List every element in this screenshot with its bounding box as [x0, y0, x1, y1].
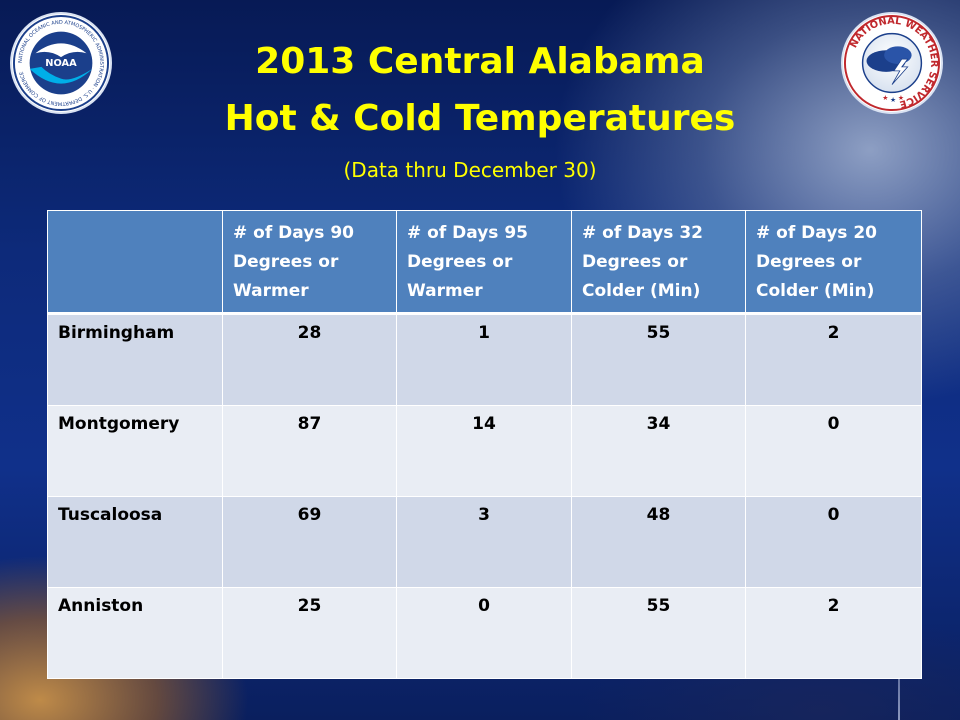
noaa-logo-text: NOAA: [45, 58, 77, 69]
svg-text:★: ★: [882, 94, 888, 102]
days-90-cell: 25: [222, 587, 397, 679]
header-days-95-or-warmer: # of Days 95 Degrees or Warmer: [396, 210, 572, 314]
table-header-row: # of Days 90 Degrees or Warmer # of Days…: [47, 210, 922, 314]
national-weather-service-logo: NATIONAL WEATHER SERVICE ★ ★ ★: [843, 14, 941, 112]
days-32-cell: 55: [571, 587, 746, 679]
header-city: [47, 210, 223, 314]
days-32-cell: 34: [571, 405, 746, 497]
city-cell: Anniston: [47, 587, 223, 679]
table-row: Birmingham 28 1 55 2: [47, 313, 922, 406]
table-row: Tuscaloosa 69 3 48 0: [47, 496, 922, 588]
header-days-90-or-warmer: # of Days 90 Degrees or Warmer: [222, 210, 397, 314]
noaa-logo: NATIONAL OCEANIC AND ATMOSPHERIC ADMINIS…: [12, 14, 110, 112]
svg-text:★: ★: [890, 96, 896, 104]
header-days-20-or-colder: # of Days 20 Degrees or Colder (Min): [745, 210, 922, 314]
days-20-cell: 0: [745, 496, 922, 588]
city-cell: Montgomery: [47, 405, 223, 497]
days-20-cell: 2: [745, 313, 922, 406]
nws-logo-icon: NATIONAL WEATHER SERVICE ★ ★ ★: [843, 14, 941, 112]
days-20-cell: 0: [745, 405, 922, 497]
days-95-cell: 14: [396, 405, 572, 497]
header-days-32-or-colder: # of Days 32 Degrees or Colder (Min): [571, 210, 746, 314]
page-subtitle: (Data thru December 30): [343, 158, 597, 182]
page-title-line-1: 2013 Central Alabama: [255, 41, 705, 82]
days-32-cell: 55: [571, 313, 746, 406]
days-90-cell: 87: [222, 405, 397, 497]
table-row: Montgomery 87 14 34 0: [47, 405, 922, 497]
days-32-cell: 48: [571, 496, 746, 588]
days-95-cell: 3: [396, 496, 572, 588]
table-row: Anniston 25 0 55 2: [47, 587, 922, 679]
page-title-line-2: Hot & Cold Temperatures: [224, 98, 736, 139]
days-95-cell: 0: [396, 587, 572, 679]
days-90-cell: 69: [222, 496, 397, 588]
svg-text:★: ★: [898, 94, 904, 102]
days-90-cell: 28: [222, 313, 397, 406]
days-95-cell: 1: [396, 313, 572, 406]
city-cell: Birmingham: [47, 313, 223, 406]
noaa-logo-icon: NATIONAL OCEANIC AND ATMOSPHERIC ADMINIS…: [12, 14, 110, 112]
days-20-cell: 2: [745, 587, 922, 679]
temperature-table: # of Days 90 Degrees or Warmer # of Days…: [47, 210, 922, 679]
city-cell: Tuscaloosa: [47, 496, 223, 588]
